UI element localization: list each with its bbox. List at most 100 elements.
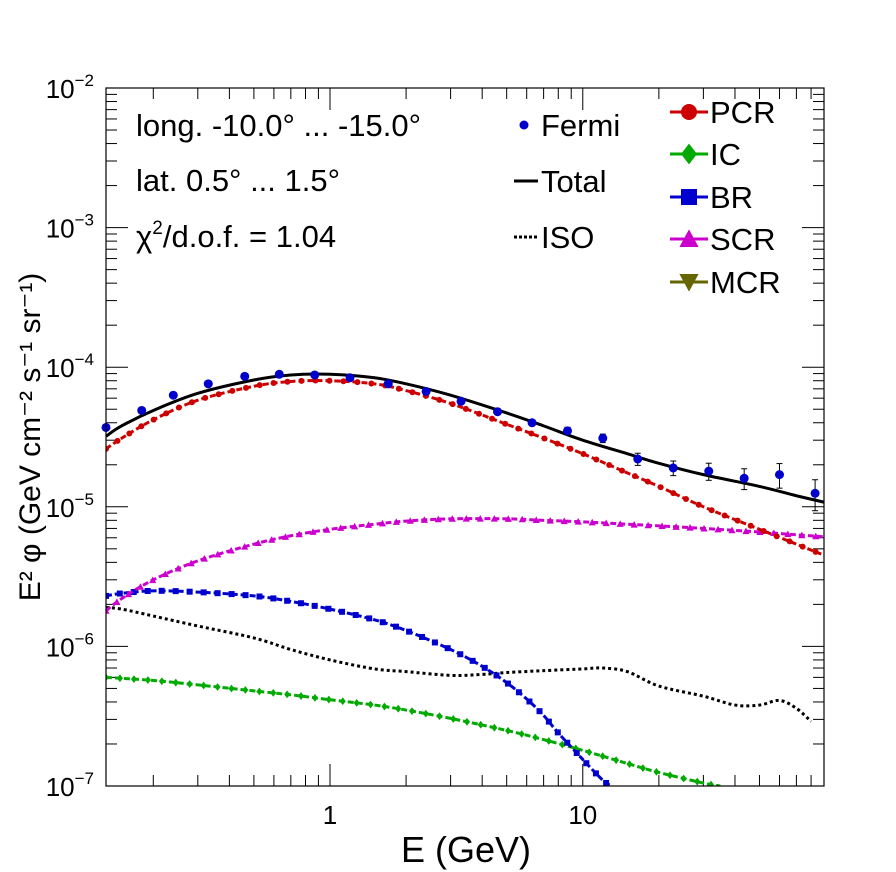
y-tick-exponent: −5 xyxy=(75,490,94,509)
marker-pcr xyxy=(528,430,535,437)
marker-br xyxy=(444,645,451,652)
marker-ic xyxy=(270,689,277,697)
marker-scr xyxy=(546,516,554,524)
marker-ic xyxy=(707,780,714,786)
marker-ic xyxy=(626,760,633,769)
plot-frame xyxy=(105,87,825,787)
marker-pcr xyxy=(368,380,375,387)
marker-pcr xyxy=(502,420,509,427)
marker-ic xyxy=(242,686,249,694)
marker-pcr xyxy=(163,410,170,417)
marker-br xyxy=(270,595,277,602)
marker-ic xyxy=(256,687,263,696)
marker-ic xyxy=(353,698,360,707)
marker-scr xyxy=(295,530,303,538)
marker-pcr xyxy=(786,538,793,545)
marker-br xyxy=(325,605,332,612)
x-tick-labels: 1 10 xyxy=(323,800,597,830)
marker-pcr xyxy=(436,396,443,403)
marker-scr xyxy=(700,524,708,532)
marker-br xyxy=(144,588,151,595)
marker-pcr xyxy=(242,384,249,391)
marker-br xyxy=(592,770,599,777)
marker-ic xyxy=(518,730,525,738)
marker-ic xyxy=(106,673,109,682)
marker-pcr xyxy=(734,517,741,524)
marker-ic xyxy=(599,752,606,761)
marker-br xyxy=(116,590,123,597)
marker-scr xyxy=(658,522,666,530)
marker-scr xyxy=(174,564,182,572)
marker-br xyxy=(242,592,249,599)
marker-ic xyxy=(214,683,221,691)
marker-pcr xyxy=(106,445,109,452)
y-tick-exponent: −3 xyxy=(75,211,94,230)
legend-marker-ic xyxy=(681,143,697,165)
legend-label-total: Total xyxy=(541,164,606,199)
fermi-point xyxy=(493,407,503,417)
marker-scr xyxy=(672,523,680,530)
marker-scr xyxy=(784,530,792,538)
marker-ic xyxy=(464,717,471,726)
marker-pcr xyxy=(270,380,277,387)
marker-ic xyxy=(325,695,332,704)
marker-scr xyxy=(686,524,694,531)
marker-scr xyxy=(728,526,736,534)
legend-marker-br xyxy=(681,189,697,205)
marker-scr xyxy=(241,543,249,550)
legend-entry-br: BR xyxy=(670,180,753,215)
marker-pcr xyxy=(326,377,333,384)
marker-br xyxy=(284,597,291,604)
marker-scr xyxy=(268,536,276,543)
marker-scr xyxy=(448,515,456,522)
legend-entry-iso: ISO xyxy=(514,220,594,255)
marker-pcr xyxy=(175,404,182,411)
marker-pcr xyxy=(395,385,402,392)
y-tick-labels: 10−710−610−510−410−310−2 xyxy=(46,71,94,802)
y-tick-exponent: −6 xyxy=(75,629,94,648)
legend-entry-mcr: MCR xyxy=(670,265,781,300)
marker-ic xyxy=(559,740,566,749)
legend-label-mcr: MCR xyxy=(710,265,781,300)
marker-scr xyxy=(462,515,470,522)
marker-br xyxy=(481,664,488,671)
fermi-point xyxy=(598,433,608,443)
fermi-point xyxy=(203,379,213,389)
legend-label-scr: SCR xyxy=(710,222,775,257)
fermi-point xyxy=(383,379,393,389)
fermi-point xyxy=(810,488,820,498)
fermi-point xyxy=(527,418,537,428)
marker-scr xyxy=(136,583,145,590)
marker-br xyxy=(526,698,533,705)
fermi-point xyxy=(633,454,643,464)
marker-br xyxy=(256,593,263,600)
marker-scr xyxy=(756,528,764,536)
marker-scr xyxy=(476,514,484,522)
marker-scr xyxy=(124,590,133,598)
marker-ic xyxy=(311,693,318,702)
marker-ic xyxy=(639,764,646,772)
marker-br xyxy=(130,589,137,596)
marker-pcr xyxy=(670,490,677,497)
series-line-total xyxy=(106,372,824,504)
marker-pcr xyxy=(554,440,561,447)
marker-br xyxy=(573,749,580,756)
marker-scr xyxy=(518,515,526,523)
marker-pcr xyxy=(657,484,664,491)
marker-scr xyxy=(187,559,195,567)
marker-pcr xyxy=(695,501,702,508)
marker-br xyxy=(379,619,386,626)
marker-ic xyxy=(653,767,660,776)
y-tick-base: 10 xyxy=(46,353,75,383)
marker-ic xyxy=(586,748,593,757)
y-tick-base: 10 xyxy=(46,74,75,104)
marker-ic xyxy=(172,678,179,687)
fermi-point xyxy=(274,369,284,379)
marker-pcr xyxy=(567,445,574,452)
marker-scr xyxy=(504,515,512,522)
marker-ic xyxy=(545,737,552,745)
marker-scr xyxy=(630,520,638,528)
marker-scr xyxy=(714,525,722,533)
marker-scr xyxy=(644,521,652,529)
